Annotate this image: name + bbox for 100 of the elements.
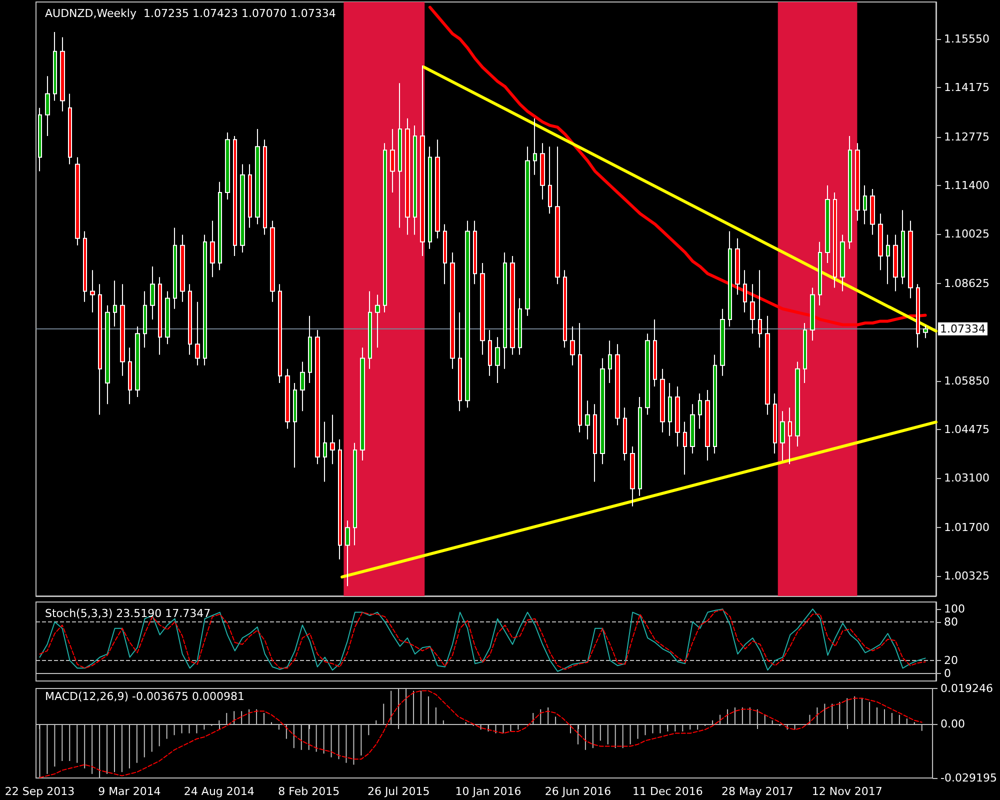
candlestick xyxy=(720,308,725,376)
x-tick-label: 22 Sep 2013 xyxy=(4,785,75,798)
candlestick xyxy=(488,330,492,376)
y-tick-label: 1.01700 xyxy=(944,521,990,534)
candlestick xyxy=(923,325,928,339)
candlestick xyxy=(225,132,230,200)
candlestick xyxy=(473,220,477,285)
y-tick-label: 1.05850 xyxy=(944,374,990,388)
candlestick xyxy=(698,393,702,430)
candlestick xyxy=(368,290,372,370)
candlestick xyxy=(420,64,425,256)
x-tick-label: 26 Jun 2016 xyxy=(544,785,612,798)
candlestick xyxy=(690,404,695,454)
candlestick xyxy=(345,520,350,587)
candlestick xyxy=(435,139,440,239)
candlestick xyxy=(773,393,777,454)
y-tick-label: 0 xyxy=(944,666,951,680)
y-tick-label: 1.03100 xyxy=(944,472,990,485)
candlestick xyxy=(578,322,582,433)
y-tick-label: 1.15550 xyxy=(944,32,990,46)
candlestick xyxy=(870,188,875,236)
candlestick xyxy=(308,315,312,384)
candlestick xyxy=(458,312,462,412)
candlestick xyxy=(540,142,545,200)
candlestick xyxy=(53,31,57,102)
chart-title: MACD(12,26,9) -0.003675 0.000981 xyxy=(45,690,244,703)
candlestick xyxy=(645,333,650,416)
x-tick-label: 11 Dec 2016 xyxy=(632,785,703,798)
candlestick xyxy=(780,410,785,462)
candlestick xyxy=(188,284,192,356)
candlestick xyxy=(555,146,560,285)
candlestick xyxy=(203,234,207,366)
candlestick xyxy=(713,354,717,454)
y-tick-label: 1.12775 xyxy=(944,130,990,144)
text: AUDNZD,Weekly 1.07235 1.07423 1.07070 1.07334 xyxy=(45,7,336,20)
x-tick-label: 12 Nov 2017 xyxy=(812,785,882,798)
candlestick xyxy=(795,361,800,447)
candlestick xyxy=(908,220,913,299)
candlestick xyxy=(128,347,132,405)
candlestick xyxy=(735,238,740,296)
candlestick xyxy=(413,124,417,236)
candlestick xyxy=(818,241,822,306)
candlestick xyxy=(330,414,335,465)
candlestick xyxy=(135,326,140,398)
x-tick-label: 26 Jul 2015 xyxy=(367,785,430,798)
candlestick xyxy=(450,252,455,370)
candlestick xyxy=(533,118,537,176)
candlestick xyxy=(615,344,620,426)
candlestick xyxy=(143,290,147,348)
candlestick xyxy=(810,287,815,342)
candlestick xyxy=(390,128,395,193)
candlestick xyxy=(840,234,845,292)
candlestick xyxy=(855,142,860,222)
candlestick xyxy=(668,382,672,436)
candlestick xyxy=(653,318,657,387)
candlestick xyxy=(38,107,42,172)
candlestick xyxy=(465,220,470,408)
y-tick-label: 80 xyxy=(944,615,958,628)
candlestick xyxy=(893,234,898,292)
candlestick xyxy=(83,230,87,302)
candlestick xyxy=(608,340,612,384)
candlestick xyxy=(165,290,170,345)
candlestick xyxy=(323,421,327,482)
candlestick xyxy=(510,255,515,356)
candlestick xyxy=(398,82,402,228)
candlestick xyxy=(75,156,80,246)
candlestick xyxy=(68,93,72,165)
candlestick xyxy=(360,347,365,462)
y-tick-label: 1.08625 xyxy=(944,276,990,290)
candlestick xyxy=(705,390,710,462)
y-tick-label: 1.11400 xyxy=(944,178,990,192)
candlestick xyxy=(120,284,125,376)
candlestick xyxy=(886,234,890,285)
x-tick-label: 9 Mar 2014 xyxy=(98,785,161,798)
candlestick xyxy=(285,368,290,430)
candlestick xyxy=(660,368,665,433)
candlestick xyxy=(803,322,807,384)
candlestick xyxy=(195,301,200,366)
candlestick xyxy=(338,438,342,560)
candlestick xyxy=(233,136,237,256)
y-tick-label: 1.04475 xyxy=(944,423,990,436)
candlestick xyxy=(240,164,245,253)
candlestick xyxy=(825,184,830,264)
candlestick xyxy=(675,386,680,447)
candlestick xyxy=(495,336,500,384)
candlestick xyxy=(630,446,635,507)
candlestick xyxy=(158,276,162,356)
candlestick xyxy=(255,128,260,225)
candlestick xyxy=(878,213,883,271)
y-tick-label: 0.00 xyxy=(940,718,966,731)
candlestick xyxy=(683,421,687,476)
candlestick xyxy=(518,298,522,356)
candlestick xyxy=(383,142,387,313)
y-tick-label: 20 xyxy=(944,654,958,667)
text: Stoch(5,3,3) 23.5190 17.7347 xyxy=(45,607,211,620)
candlestick xyxy=(210,220,215,278)
candlestick xyxy=(863,184,867,225)
candlestick xyxy=(60,36,65,112)
y-tick-label: 100 xyxy=(944,602,965,616)
candlestick xyxy=(375,294,380,348)
